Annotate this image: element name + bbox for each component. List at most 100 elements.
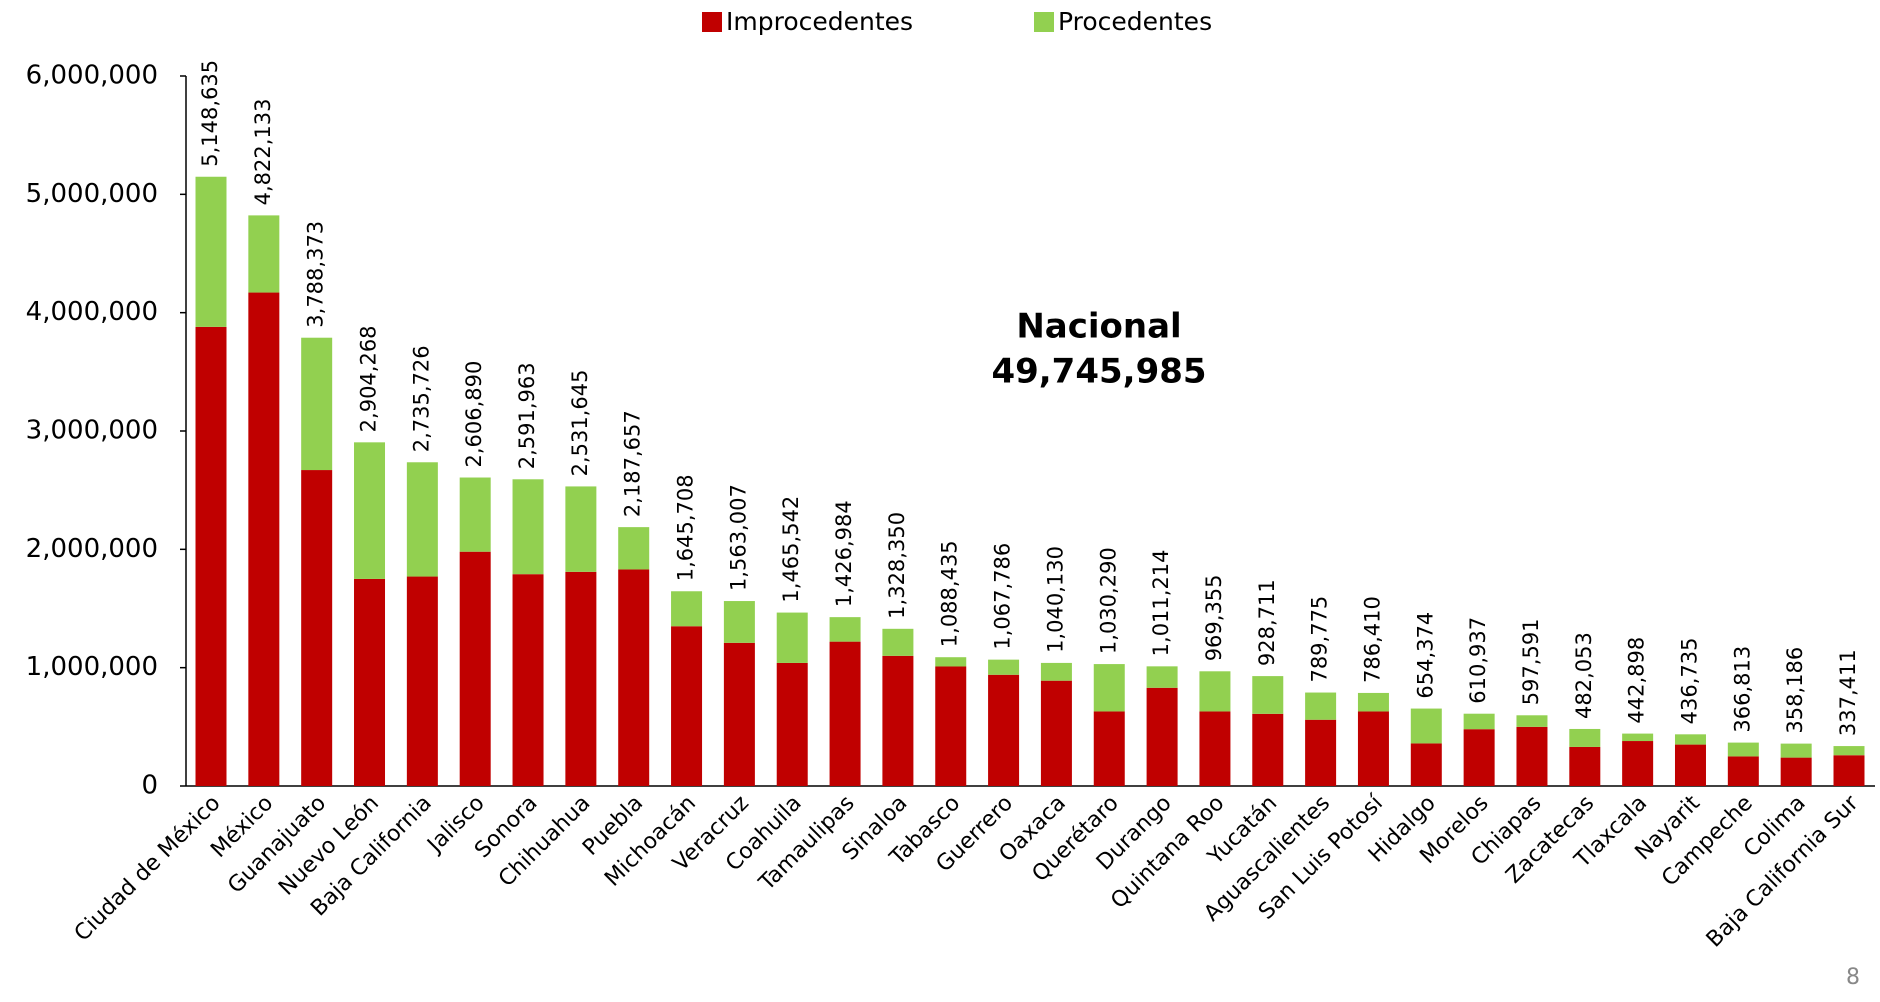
bar-segment xyxy=(406,576,438,786)
bar-segment xyxy=(1516,726,1548,786)
total-label: 597,591 xyxy=(1519,618,1543,705)
total-label: 786,410 xyxy=(1360,596,1384,683)
y-tick-label: 5,000,000 xyxy=(26,179,158,209)
total-label: 2,531,645 xyxy=(568,370,592,477)
bar-segment xyxy=(1410,708,1442,744)
bar-segment xyxy=(1093,711,1125,786)
bar-segment xyxy=(1252,713,1284,786)
total-label: 482,053 xyxy=(1572,632,1596,719)
bar-segment xyxy=(459,551,491,786)
y-tick-label: 6,000,000 xyxy=(26,61,158,91)
bar-segment xyxy=(301,470,333,786)
total-label: 1,645,708 xyxy=(674,474,698,581)
total-label: 1,011,214 xyxy=(1149,549,1173,656)
bar-segment xyxy=(1040,662,1072,681)
total-label: 2,904,268 xyxy=(357,325,381,432)
bar-segment xyxy=(1463,729,1495,786)
bar-segment xyxy=(1357,692,1389,712)
bar-segment xyxy=(1780,757,1812,786)
bar-segment xyxy=(1252,676,1284,714)
total-label: 969,355 xyxy=(1202,574,1226,661)
bar-segment xyxy=(882,628,914,656)
total-label: 610,937 xyxy=(1466,617,1490,704)
bar-segment xyxy=(354,442,386,579)
y-tick-label: 3,000,000 xyxy=(26,416,158,446)
total-label: 366,813 xyxy=(1730,646,1754,733)
bar-segment xyxy=(406,462,438,577)
bar-segment xyxy=(1569,746,1601,786)
total-label: 1,328,350 xyxy=(885,512,909,619)
total-label: 1,563,007 xyxy=(726,484,750,591)
total-label: 1,465,542 xyxy=(779,496,803,603)
bar-segment xyxy=(988,659,1020,675)
bar-segment xyxy=(1622,741,1654,786)
bar-segment xyxy=(618,569,650,786)
total-label: 654,374 xyxy=(1413,612,1437,699)
bar-segment xyxy=(248,215,280,293)
total-label: 2,606,890 xyxy=(462,361,486,468)
x-tick-label: Ciudad de México xyxy=(70,791,226,947)
bar-segment xyxy=(935,666,967,786)
bar-segment xyxy=(1305,719,1337,786)
total-label: 1,030,290 xyxy=(1096,547,1120,654)
bar-segment xyxy=(829,641,861,786)
bar-segment xyxy=(1093,664,1125,712)
legend-swatch xyxy=(702,12,722,32)
page-number: 8 xyxy=(1846,965,1860,990)
total-label: 2,591,963 xyxy=(515,362,539,469)
bar-segment xyxy=(1146,687,1178,786)
legend-label: Procedentes xyxy=(1058,7,1212,36)
bar-segment xyxy=(1569,728,1601,747)
total-label: 3,788,373 xyxy=(304,221,328,328)
total-label: 1,088,435 xyxy=(938,540,962,647)
bar-segment xyxy=(829,617,861,642)
bar-segment xyxy=(1833,746,1865,756)
bar-segment xyxy=(565,571,597,786)
bar-segment xyxy=(1357,711,1389,786)
bar-segment xyxy=(1674,744,1706,786)
bar-segment xyxy=(565,486,597,572)
bar-segment xyxy=(1674,734,1706,745)
bar-segment xyxy=(459,477,491,552)
legend-label: Improcedentes xyxy=(726,7,913,36)
total-label: 1,067,786 xyxy=(991,543,1015,650)
bar-segment xyxy=(1199,711,1231,786)
bar-segment xyxy=(1622,733,1654,742)
bar-segment xyxy=(1833,755,1865,786)
bar-segment xyxy=(1410,743,1442,786)
bar-segment xyxy=(195,176,227,327)
bar-segment xyxy=(195,326,227,786)
bar-segment xyxy=(1516,715,1548,727)
annotation: 49,745,985 xyxy=(991,352,1206,392)
bar-segment xyxy=(1199,671,1231,712)
bar-segment xyxy=(723,601,755,643)
total-label: 1,426,984 xyxy=(832,500,856,607)
total-label: 337,411 xyxy=(1836,649,1860,736)
bar-segment xyxy=(512,479,544,575)
bar-segment xyxy=(618,527,650,570)
bar-segment xyxy=(723,642,755,786)
bar-segment xyxy=(882,655,914,786)
bar-segment xyxy=(935,657,967,667)
total-label: 1,040,130 xyxy=(1043,546,1067,653)
bar-segment xyxy=(671,591,703,627)
total-label: 436,735 xyxy=(1677,637,1701,724)
total-label: 4,822,133 xyxy=(251,98,275,205)
total-label: 2,187,657 xyxy=(621,410,645,517)
legend-swatch xyxy=(1034,12,1054,32)
bar-segment xyxy=(988,674,1020,786)
bar-segment xyxy=(1727,742,1759,757)
y-tick-label: 0 xyxy=(141,771,158,801)
total-label: 2,735,726 xyxy=(409,345,433,452)
total-label: 5,148,635 xyxy=(198,60,222,167)
total-label: 442,898 xyxy=(1625,637,1649,724)
bar-segment xyxy=(1780,743,1812,758)
bar-segment xyxy=(1727,756,1759,786)
bar-segment xyxy=(1305,692,1337,720)
bar-segment xyxy=(512,574,544,786)
bar-segment xyxy=(776,612,808,663)
annotation: Nacional xyxy=(1016,307,1181,347)
bar-segment xyxy=(671,626,703,786)
total-label: 928,711 xyxy=(1255,579,1279,666)
